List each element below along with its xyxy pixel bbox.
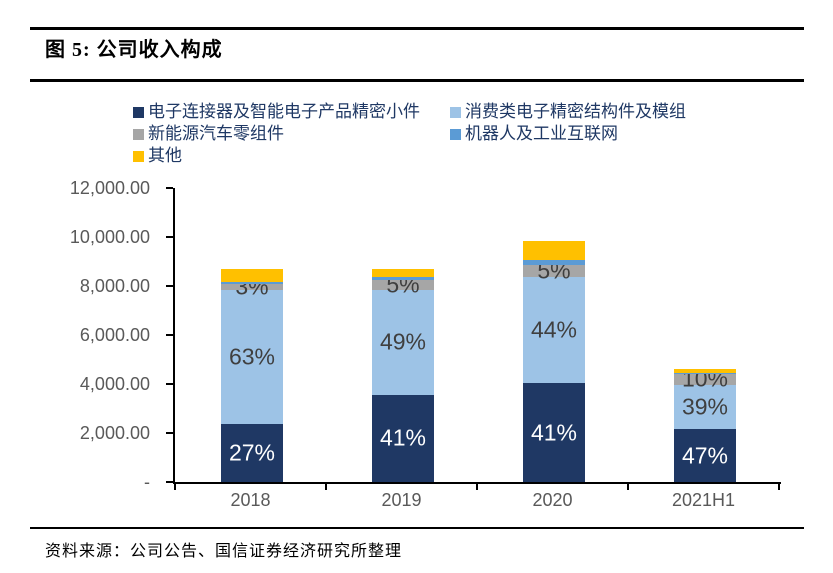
- title-divider: [30, 79, 804, 82]
- y-axis-tick: [166, 187, 173, 189]
- legend-swatch-icon: [450, 128, 461, 140]
- bar-segment: 49%: [372, 290, 434, 395]
- bar-segment: 47%: [674, 429, 736, 482]
- bar-segment-label: 41%: [379, 424, 427, 451]
- bar-segment: 39%: [674, 385, 736, 430]
- legend-item-1: 消费类电子精密结构件及模组: [450, 101, 686, 123]
- bar-segment: [221, 281, 283, 284]
- x-axis-tick: [778, 482, 780, 490]
- legend-swatch-icon: [450, 106, 461, 118]
- y-axis-tick: [166, 481, 173, 483]
- bar-segment: [372, 277, 434, 280]
- legend-item-3: 机器人及工业互联网: [450, 123, 686, 145]
- x-axis-label: 2019: [381, 490, 422, 510]
- bar-2021H1: 47% 39% 10%: [674, 367, 736, 482]
- footer-divider: [30, 527, 804, 529]
- bar-2018: 27% 63% 3%: [221, 268, 283, 482]
- plot-area: 12,000.00 10,000.00 8,000.00 6,000.00 4,000.…: [70, 179, 781, 510]
- bar-segment: 41%: [372, 394, 434, 482]
- x-axis-label: 2018: [230, 490, 271, 510]
- y-axis-label: -: [144, 472, 150, 492]
- y-axis-label: 2,000.00: [79, 423, 150, 443]
- bar-segment: [372, 268, 434, 278]
- bar-segment: 5%: [372, 273, 434, 296]
- y-axis-label: 8,000.00: [79, 276, 150, 296]
- y-axis-tick: [166, 285, 173, 287]
- y-axis-label: 12,000.00: [69, 178, 150, 198]
- bar-segment-label: 49%: [379, 328, 427, 355]
- bar-segment: [523, 260, 585, 265]
- bar-2019: 41% 49% 5%: [372, 268, 434, 482]
- legend-item-label: 新能源汽车零组件: [148, 124, 284, 143]
- bar-segment: [523, 240, 585, 261]
- top-divider: [30, 27, 804, 30]
- x-axis-tick: [174, 482, 176, 490]
- bar-segment: [674, 372, 736, 374]
- legend-item-label: 机器人及工业互联网: [465, 124, 618, 143]
- x-axis-tick: [476, 482, 478, 490]
- bar-segment-label: 27%: [228, 439, 276, 466]
- legend-swatch-icon: [133, 150, 144, 162]
- bar-segment: 10%: [674, 367, 736, 390]
- bar-segment: 3%: [221, 275, 283, 298]
- bar-segment: 41%: [523, 383, 585, 482]
- legend-item-2: 新能源汽车零组件: [133, 123, 450, 145]
- bar-segment: 27%: [221, 424, 283, 482]
- y-axis-tick: [166, 383, 173, 385]
- bar-segment-label: 39%: [681, 393, 729, 420]
- y-axis-label: 10,000.00: [69, 227, 150, 247]
- legend-item-0: 电子连接器及智能电子产品精密小件: [133, 101, 450, 123]
- x-axis-label: 2020: [532, 490, 573, 510]
- y-axis-label: 6,000.00: [79, 325, 150, 345]
- y-axis-label: 4,000.00: [79, 374, 150, 394]
- x-axis-tick: [627, 482, 629, 490]
- y-axis-tick: [166, 334, 173, 336]
- bar-segment-label: 47%: [681, 442, 729, 469]
- legend-swatch-icon: [133, 128, 144, 140]
- x-axis-label: 2021H1: [671, 490, 736, 510]
- bar-2020: 41% 44% 5%: [523, 240, 585, 482]
- legend-item-4: 其他: [133, 145, 450, 167]
- y-axis-tick: [166, 432, 173, 434]
- y-axis-line: [173, 188, 175, 484]
- legend-swatch-icon: [133, 106, 144, 118]
- bar-segment: 5%: [523, 259, 585, 282]
- bar-segment: 63%: [221, 290, 283, 425]
- bar-segment: [221, 268, 283, 282]
- x-axis-tick: [325, 482, 327, 490]
- bar-segment-label: 41%: [530, 419, 578, 446]
- figure-title: 图 5: 公司收入构成: [45, 39, 223, 61]
- legend-item-label: 消费类电子精密结构件及模组: [465, 102, 686, 121]
- bar-segment-label: 44%: [530, 316, 578, 343]
- legend-item-label: 其他: [148, 146, 182, 165]
- bar-segment-label: 63%: [228, 343, 276, 370]
- source-note: 资料来源：公司公告、国信证券经济研究所整理: [45, 543, 403, 560]
- legend-item-label: 电子连接器及智能电子产品精密小件: [148, 102, 420, 121]
- y-axis-tick: [166, 236, 173, 238]
- bar-segment: [674, 369, 736, 373]
- bar-segment: 44%: [523, 276, 585, 384]
- chart-legend: 电子连接器及智能电子产品精密小件 消费类电子精密结构件及模组新能源汽车零组件 机器人…: [133, 101, 686, 167]
